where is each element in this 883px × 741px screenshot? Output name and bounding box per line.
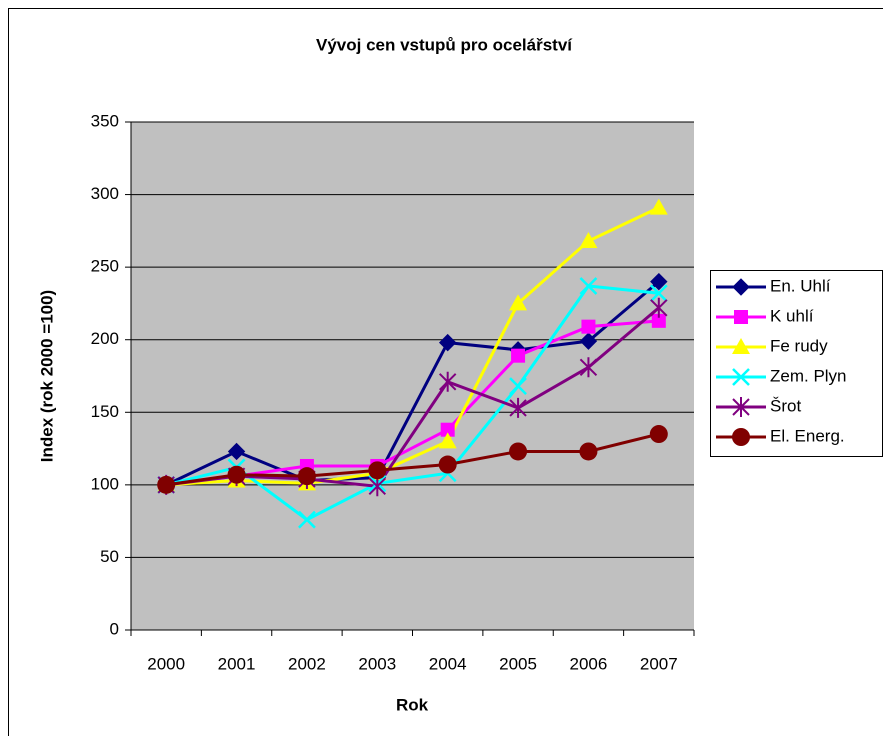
x-axis-label: Rok [396, 695, 429, 714]
marker [509, 442, 527, 460]
x-tick-label: 2001 [218, 654, 256, 673]
y-tick-label: 0 [110, 619, 119, 638]
marker [650, 425, 668, 443]
legend-label: El. Energ. [770, 426, 845, 445]
marker [368, 461, 386, 479]
x-tick-label: 2007 [640, 654, 678, 673]
y-axis-label: Index (rok 2000 =100) [37, 290, 56, 462]
y-tick-label: 200 [91, 329, 119, 348]
legend-label: K uhlí [770, 306, 814, 325]
marker [581, 320, 595, 334]
chart-title: Vývoj cen vstupů pro ocelářství [316, 35, 573, 54]
x-tick-label: 2004 [429, 654, 467, 673]
x-tick-label: 2000 [147, 654, 185, 673]
legend-label: Zem. Plyn [770, 366, 847, 385]
marker [511, 349, 525, 363]
y-tick-label: 350 [91, 111, 119, 130]
y-tick-label: 150 [91, 402, 119, 421]
x-tick-label: 2005 [499, 654, 537, 673]
marker [732, 428, 750, 446]
legend-label: Fe rudy [770, 336, 828, 355]
x-tick-label: 2002 [288, 654, 326, 673]
legend-label: En. Uhlí [770, 276, 831, 295]
y-tick-label: 250 [91, 257, 119, 276]
y-tick-label: 100 [91, 474, 119, 493]
plot-area [131, 122, 694, 630]
marker [439, 456, 457, 474]
y-tick-label: 50 [100, 547, 119, 566]
y-tick-label: 300 [91, 184, 119, 203]
marker [734, 310, 748, 324]
marker [579, 442, 597, 460]
marker [228, 466, 246, 484]
marker [157, 476, 175, 494]
legend-label: Šrot [770, 396, 801, 415]
marker [298, 467, 316, 485]
x-tick-label: 2003 [358, 654, 396, 673]
x-tick-label: 2006 [570, 654, 608, 673]
